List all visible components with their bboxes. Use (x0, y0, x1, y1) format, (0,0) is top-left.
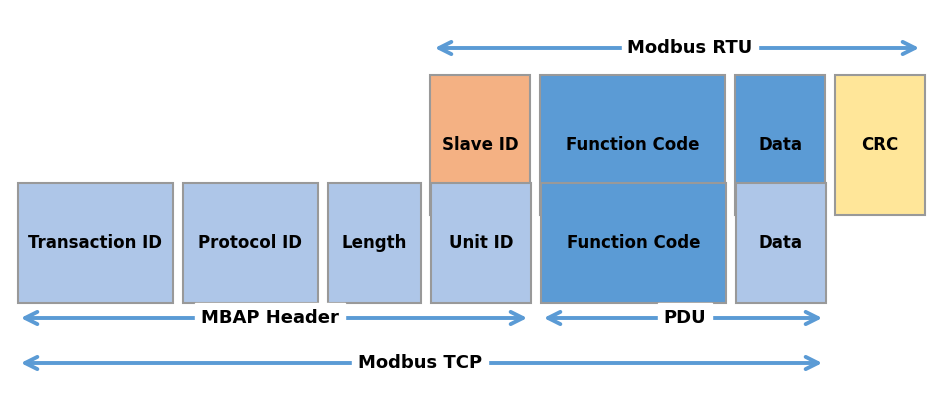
Text: Data: Data (759, 234, 803, 252)
Text: Length: Length (342, 234, 408, 252)
FancyBboxPatch shape (835, 75, 925, 215)
Text: CRC: CRC (862, 136, 899, 154)
FancyBboxPatch shape (431, 183, 531, 303)
Text: Modbus TCP: Modbus TCP (358, 354, 482, 372)
Text: Function Code: Function Code (566, 136, 699, 154)
Text: Data: Data (758, 136, 802, 154)
FancyBboxPatch shape (18, 183, 173, 303)
FancyBboxPatch shape (735, 75, 825, 215)
Text: MBAP Header: MBAP Header (201, 309, 339, 327)
FancyBboxPatch shape (541, 183, 726, 303)
FancyBboxPatch shape (736, 183, 826, 303)
Text: Slave ID: Slave ID (442, 136, 519, 154)
FancyBboxPatch shape (430, 75, 530, 215)
Text: Protocol ID: Protocol ID (199, 234, 302, 252)
FancyBboxPatch shape (540, 75, 725, 215)
Text: Unit ID: Unit ID (448, 234, 513, 252)
FancyBboxPatch shape (328, 183, 421, 303)
Text: Function Code: Function Code (567, 234, 700, 252)
Text: Transaction ID: Transaction ID (28, 234, 162, 252)
FancyBboxPatch shape (183, 183, 318, 303)
Text: Modbus RTU: Modbus RTU (627, 39, 752, 57)
Text: PDU: PDU (664, 309, 706, 327)
